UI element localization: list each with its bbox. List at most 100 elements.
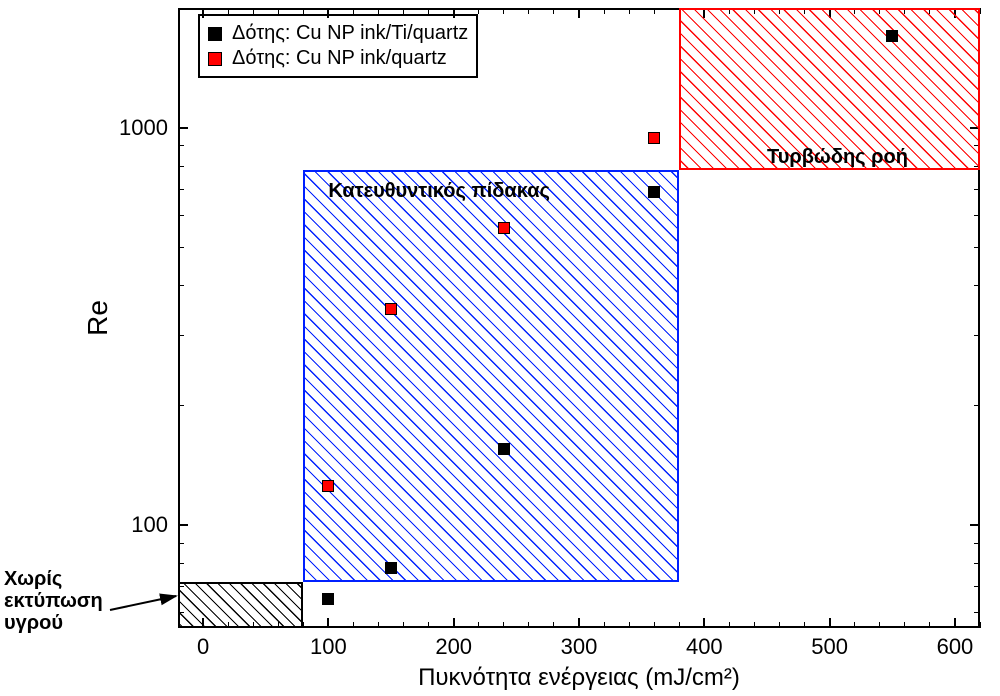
x-tick [578, 8, 580, 18]
annotation-line: υγρού [4, 612, 103, 634]
x-minor-tick [604, 8, 605, 14]
x-minor-tick [629, 8, 630, 14]
x-tick-label: 200 [435, 634, 472, 660]
y-minor-tick [974, 335, 980, 336]
y-minor-tick [178, 543, 184, 544]
chart: Re Πυκνότητα ενέργειας (mJ/cm²) Δότης: C… [0, 0, 1000, 696]
region-hatch [303, 170, 679, 581]
x-minor-tick [528, 622, 529, 628]
annotation-line: Χωρίς [4, 568, 103, 590]
x-minor-tick [428, 8, 429, 14]
x-minor-tick [729, 622, 730, 628]
y-minor-tick [974, 586, 980, 587]
x-tick [829, 618, 831, 628]
x-minor-tick [654, 622, 655, 628]
region-label-directional-jet: Κατευθυντικός πίδακας [328, 180, 550, 203]
x-minor-tick [403, 8, 404, 14]
x-tick-label: 600 [937, 634, 974, 660]
x-minor-tick [503, 622, 504, 628]
no-print-annotation: Χωρίςεκτύπωσηυγρού [4, 568, 103, 634]
x-minor-tick [629, 622, 630, 628]
x-tick [453, 8, 455, 18]
y-minor-tick [178, 335, 184, 336]
y-minor-tick [178, 405, 184, 406]
y-minor-tick [178, 215, 184, 216]
data-point [498, 443, 510, 455]
x-minor-tick [929, 622, 930, 628]
x-minor-tick [478, 622, 479, 628]
y-minor-tick [974, 285, 980, 286]
x-minor-tick [503, 8, 504, 14]
x-minor-tick [528, 8, 529, 14]
data-point [322, 593, 334, 605]
y-tick-label: 1000 [119, 115, 168, 141]
annotation-arrow [100, 586, 186, 620]
y-minor-tick [974, 543, 980, 544]
data-point [886, 30, 898, 42]
y-axis-label: Re [82, 300, 114, 336]
x-tick-label: 0 [197, 634, 209, 660]
annotation-line: εκτύπωση [4, 590, 103, 612]
x-minor-tick [879, 622, 880, 628]
data-point [385, 303, 397, 315]
y-tick [178, 127, 188, 129]
y-minor-tick [974, 563, 980, 564]
y-minor-tick [178, 166, 184, 167]
x-tick [453, 618, 455, 628]
y-tick-label: 100 [131, 512, 168, 538]
x-axis-label: Πυκνότητα ενέργειας (mJ/cm²) [418, 664, 740, 692]
x-minor-tick [253, 8, 254, 14]
x-minor-tick [353, 622, 354, 628]
data-point [648, 132, 660, 144]
x-minor-tick [779, 622, 780, 628]
region-directional-jet [303, 170, 679, 581]
x-minor-tick [278, 8, 279, 14]
x-minor-tick [553, 8, 554, 14]
x-tick-label: 400 [686, 634, 723, 660]
y-minor-tick [974, 612, 980, 613]
y-minor-tick [974, 405, 980, 406]
x-minor-tick [228, 8, 229, 14]
x-minor-tick [854, 622, 855, 628]
x-minor-tick [403, 622, 404, 628]
x-minor-tick [804, 622, 805, 628]
x-tick [327, 8, 329, 18]
data-point [322, 480, 334, 492]
legend-marker [208, 27, 222, 41]
x-tick [327, 618, 329, 628]
y-minor-tick [178, 563, 184, 564]
x-minor-tick [378, 8, 379, 14]
data-point [498, 222, 510, 234]
x-tick [202, 8, 204, 18]
legend-item: Δότης: Cu NP ink/Ti/quartz [208, 22, 468, 45]
y-tick [970, 524, 980, 526]
y-minor-tick [178, 285, 184, 286]
x-tick [954, 618, 956, 628]
x-minor-tick [904, 622, 905, 628]
x-minor-tick [679, 622, 680, 628]
x-minor-tick [428, 622, 429, 628]
x-minor-tick [654, 8, 655, 14]
y-minor-tick [974, 247, 980, 248]
data-point [648, 186, 660, 198]
x-minor-tick [353, 8, 354, 14]
x-minor-tick [980, 622, 981, 628]
x-tick-label: 100 [310, 634, 347, 660]
y-minor-tick [974, 215, 980, 216]
y-minor-tick [178, 145, 184, 146]
legend-label: Δότης: Cu NP ink/quartz [232, 47, 447, 70]
x-tick-label: 500 [811, 634, 848, 660]
y-minor-tick [178, 8, 184, 9]
x-tick [703, 618, 705, 628]
y-minor-tick [178, 189, 184, 190]
data-point [385, 562, 397, 574]
y-minor-tick [974, 189, 980, 190]
x-minor-tick [604, 622, 605, 628]
x-minor-tick [754, 622, 755, 628]
legend-item: Δότης: Cu NP ink/quartz [208, 47, 468, 70]
x-minor-tick [478, 8, 479, 14]
region-label-turbulent: Τυρβώδης ροή [767, 146, 908, 169]
y-tick [178, 524, 188, 526]
legend-label: Δότης: Cu NP ink/Ti/quartz [232, 22, 468, 45]
legend-marker [208, 52, 222, 66]
